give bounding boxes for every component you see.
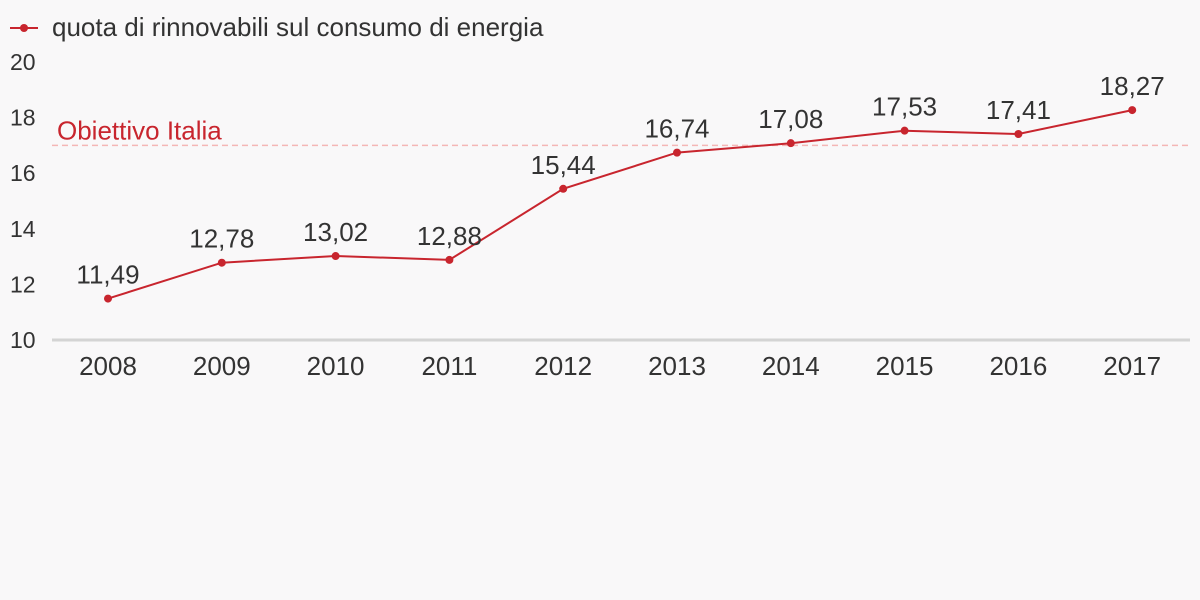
x-tick-label: 2015 xyxy=(876,351,934,381)
x-tick-label: 2009 xyxy=(193,351,251,381)
legend: quota di rinnovabili sul consumo di ener… xyxy=(10,12,544,42)
data-label: 13,02 xyxy=(303,217,368,247)
x-axis: 2008 2009 2010 2011 2012 2013 2014 2015 2016 2017 xyxy=(79,351,1161,381)
data-point xyxy=(900,126,909,135)
data-label: 15,44 xyxy=(531,150,596,180)
x-tick-label: 2013 xyxy=(648,351,706,381)
series-line xyxy=(107,109,1133,300)
x-tick-label: 2008 xyxy=(79,351,137,381)
data-label: 11,49 xyxy=(76,260,139,290)
data-point xyxy=(217,258,226,267)
y-tick-label: 16 xyxy=(10,160,36,186)
data-point xyxy=(673,148,681,157)
data-label: 17,53 xyxy=(872,92,937,122)
y-axis: 10 12 14 16 18 20 xyxy=(10,49,36,353)
x-tick-label: 2010 xyxy=(307,351,365,381)
data-point xyxy=(1014,130,1023,139)
data-label: 12,88 xyxy=(417,221,482,251)
legend-dot-marker xyxy=(20,24,28,32)
data-label: 18,27 xyxy=(1100,71,1165,101)
y-tick-label: 12 xyxy=(10,271,36,297)
data-point xyxy=(331,252,340,261)
y-tick-label: 18 xyxy=(10,105,36,131)
x-tick-label: 2014 xyxy=(762,351,820,381)
x-tick-label: 2017 xyxy=(1103,351,1161,381)
data-point xyxy=(786,139,795,148)
y-tick-label: 14 xyxy=(10,216,36,242)
data-label: 12,78 xyxy=(189,224,254,254)
y-tick-label: 20 xyxy=(10,49,36,75)
series-group: 11,49 12,78 13,02 12,88 15,44 16,74 17,08 17,53… xyxy=(76,71,1165,303)
reference-line-group: Obiettivo Italia xyxy=(52,115,1190,147)
x-tick-label: 2011 xyxy=(421,351,477,381)
y-tick-label: 10 xyxy=(10,327,36,353)
x-tick-label: 2012 xyxy=(534,351,592,381)
reference-line-label: Obiettivo Italia xyxy=(57,115,222,145)
data-point xyxy=(559,184,568,193)
data-point xyxy=(445,255,454,264)
data-label: 16,74 xyxy=(644,114,709,144)
data-label: 17,41 xyxy=(986,95,1051,125)
legend-series-name: quota di rinnovabili sul consumo di ener… xyxy=(52,12,544,42)
data-label: 17,08 xyxy=(758,104,823,134)
data-point xyxy=(1128,106,1137,115)
x-tick-label: 2016 xyxy=(989,351,1047,381)
data-point xyxy=(104,294,112,303)
